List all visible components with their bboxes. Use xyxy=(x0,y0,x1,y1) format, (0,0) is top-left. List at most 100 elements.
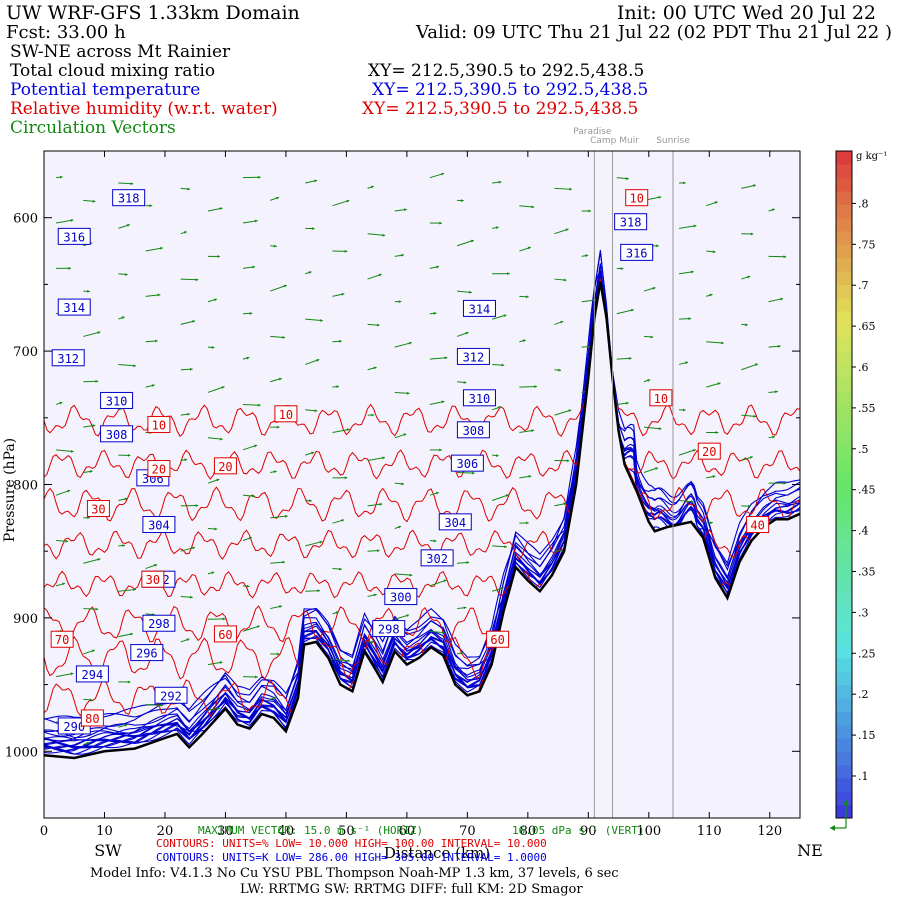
vector-arrow xyxy=(180,412,191,416)
vector-arrow xyxy=(492,226,499,230)
vector-arrow xyxy=(145,293,161,297)
theta-label: 312 xyxy=(51,349,85,367)
vector-arrow xyxy=(56,539,69,543)
vector-arrow xyxy=(394,433,407,439)
vector-arrow xyxy=(145,384,155,388)
colorbar-swatch xyxy=(836,711,852,726)
vector-arrow xyxy=(394,391,410,395)
vector-arrow xyxy=(519,295,529,299)
vector-arrow xyxy=(56,218,74,224)
vector-arrow xyxy=(332,249,348,253)
colorbar-swatch xyxy=(836,697,852,712)
vector-arrow xyxy=(768,208,776,212)
svg-text:290: 290 xyxy=(63,720,85,734)
vector-arrow xyxy=(367,640,375,644)
rh-label: 20 xyxy=(147,459,171,477)
colorbar-swatch xyxy=(836,511,852,525)
vector-arrow xyxy=(554,228,569,235)
vector-arrow xyxy=(305,179,318,184)
vector-arrow xyxy=(768,297,784,303)
x-tick-label: 90 xyxy=(580,824,597,839)
svg-text:304: 304 xyxy=(444,516,466,530)
y-axis-title: Pressure (hPa) xyxy=(2,438,18,542)
vector-arrow xyxy=(270,284,287,292)
theta-label: 316 xyxy=(57,227,91,245)
vector-arrow xyxy=(83,424,96,428)
colorbar-swatch xyxy=(836,724,852,739)
vector-arrow xyxy=(519,339,526,343)
vector-arrow xyxy=(457,290,472,294)
vector-arrow xyxy=(332,339,342,343)
vector-arrow xyxy=(741,504,751,508)
vector-arrow xyxy=(519,246,532,252)
colorbar-swatch xyxy=(836,217,852,232)
vector-arrow xyxy=(270,470,277,474)
colorbar-swatch xyxy=(836,311,852,325)
field-theta-xy: XY= 212.5,390.5 to 292.5,438.5 xyxy=(372,80,648,100)
colorbar-swatch xyxy=(836,671,852,686)
valid-time: Valid: 09 UTC Thu 21 Jul 22 (02 PDT Thu … xyxy=(415,22,892,43)
x-axis-title: Distance (km) xyxy=(384,844,490,862)
vector-arrow xyxy=(180,367,193,371)
vector-arrow xyxy=(118,363,136,368)
vector-arrow xyxy=(83,607,99,611)
vector-arrow xyxy=(145,564,158,570)
vector-arrow xyxy=(643,335,654,339)
vector-arrow xyxy=(242,444,258,451)
theta-contour-296 xyxy=(44,398,800,742)
vector-arrow xyxy=(616,308,634,315)
svg-text:10: 10 xyxy=(629,192,643,206)
theta-label: 310 xyxy=(100,391,134,409)
field-theta-label: Potential temperature xyxy=(10,80,200,100)
vector-arrow xyxy=(554,409,572,416)
vector-arrow xyxy=(118,316,125,320)
vector-arrow xyxy=(242,494,256,498)
vector-arrow xyxy=(519,205,535,209)
svg-text:314: 314 xyxy=(63,301,85,315)
vector-arrow xyxy=(554,549,564,553)
vector-arrow xyxy=(519,385,537,389)
vector-arrow xyxy=(768,390,778,394)
svg-text:316: 316 xyxy=(63,230,85,244)
theta-label: 298 xyxy=(372,620,406,638)
vector-arrow xyxy=(429,400,445,405)
vector-arrow xyxy=(394,341,412,348)
vector-arrow xyxy=(305,409,318,413)
vector-arrow xyxy=(332,199,350,207)
vector-arrow xyxy=(706,293,713,297)
vector-arrow xyxy=(242,219,258,224)
vector-arrow xyxy=(207,661,223,666)
colorbar-swatch xyxy=(836,591,852,605)
endpoint-ne: NE xyxy=(797,841,823,860)
theta-label: 306 xyxy=(450,454,484,472)
svg-text:70: 70 xyxy=(55,633,69,647)
colorbar-tick-label: .75 xyxy=(858,238,876,251)
footer: MAXIMUM VECTOR: 15.0 m s⁻¹ (HORIZ) 16.05… xyxy=(90,824,644,897)
theta-contour-info: CONTOURS: UNITS=K LOW= 286.00 HIGH= 365.… xyxy=(156,851,547,864)
vert-vector-text: 16.05 dPa s⁻¹ (VERT) xyxy=(512,824,644,837)
vector-arrow xyxy=(706,341,724,345)
vector-arrow xyxy=(768,481,787,485)
theta-label: 298 xyxy=(142,614,176,632)
theta-contour-302 xyxy=(44,252,800,746)
svg-text:306: 306 xyxy=(457,457,479,471)
vector-arrow xyxy=(305,499,312,503)
vector-arrow xyxy=(429,311,437,315)
vector-arrow xyxy=(554,502,567,507)
vector-arrow xyxy=(83,649,95,655)
rh-label: 30 xyxy=(141,570,165,588)
vector-arrow xyxy=(367,366,377,371)
colorbar-tick-label: .45 xyxy=(858,484,876,497)
vector-arrow xyxy=(180,231,188,235)
theta-label: 312 xyxy=(456,347,490,365)
rh-contour-info: CONTOURS: UNITS=% LOW= 10.000 HIGH= 100.… xyxy=(156,837,547,850)
x-tick-label: 10 xyxy=(96,824,113,839)
vector-arrow xyxy=(616,356,632,360)
colorbar-swatch xyxy=(836,444,852,459)
vector-arrow xyxy=(519,475,532,479)
vector-arrow xyxy=(492,314,507,320)
colorbar: .1 .15 .2 .25 .3 .35 .4 .45 .5 .55 .6 .65 .7 .75 .8 g k… xyxy=(830,150,887,831)
colorbar-swatch xyxy=(836,764,852,779)
colorbar-tick-label: .25 xyxy=(858,647,876,660)
vector-arrow xyxy=(554,278,567,282)
